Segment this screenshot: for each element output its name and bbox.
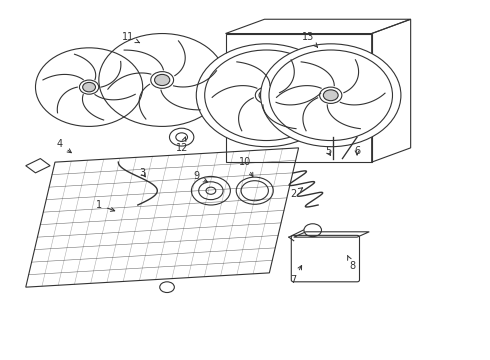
Circle shape <box>83 82 96 92</box>
Text: 2: 2 <box>291 188 303 199</box>
Circle shape <box>196 44 337 147</box>
Text: 12: 12 <box>175 137 188 153</box>
Text: 6: 6 <box>354 147 360 157</box>
Text: 7: 7 <box>291 266 302 285</box>
Text: 13: 13 <box>302 32 318 47</box>
Circle shape <box>154 75 170 86</box>
Circle shape <box>261 44 401 147</box>
Text: 3: 3 <box>140 168 146 178</box>
Text: 8: 8 <box>347 255 355 271</box>
Circle shape <box>259 90 274 101</box>
Circle shape <box>323 90 338 101</box>
Text: 5: 5 <box>325 147 331 157</box>
Text: 10: 10 <box>239 157 253 177</box>
Text: 4: 4 <box>57 139 72 153</box>
Text: 1: 1 <box>96 200 115 211</box>
Text: 11: 11 <box>122 32 140 43</box>
Text: 9: 9 <box>193 171 207 182</box>
